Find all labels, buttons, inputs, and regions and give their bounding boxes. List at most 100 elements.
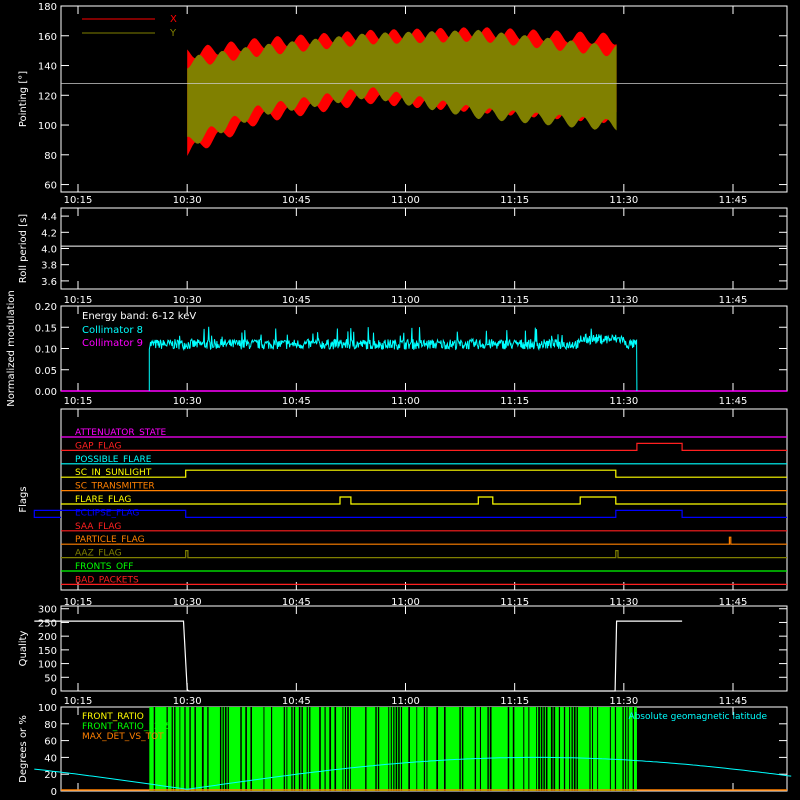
legend-collimator-9: Collimator 9: [82, 338, 143, 349]
legend-geomagnetic-latitude: Absolute geomagnetic latitude: [628, 712, 767, 722]
y-tick-label: 100: [38, 660, 57, 671]
y-tick-label: 0: [51, 687, 57, 698]
x-tick-label: 11:00: [391, 295, 420, 306]
y-tick-label: 0.10: [35, 345, 57, 356]
flag-label: ECLIPSE_FLAG: [75, 508, 139, 518]
y-tick-label: 3.6: [41, 277, 57, 288]
geomagnetic-latitude-series: [34, 756, 792, 790]
y-tick-label: 60: [44, 737, 57, 748]
y-tick-label: 100: [38, 121, 57, 132]
panel-2: 10:15 10:30 10:45 11:00 11:15 11:30 11:45 Roll …: [18, 207, 788, 306]
y-tick-label: 180: [38, 2, 57, 13]
x-tick-label: 11:00: [391, 195, 420, 206]
quality-series: [34, 620, 683, 692]
series-y-envelope: [187, 29, 617, 144]
y-axis-label: Flags: [18, 486, 29, 512]
flag-label: GAP_FLAG: [75, 441, 121, 451]
x-tick-label: 11:30: [609, 295, 638, 306]
y-tick-label: 80: [44, 720, 57, 731]
x-tick-label: 10:15: [64, 696, 93, 707]
x-tick-label: 11:30: [609, 696, 638, 707]
x-tick-label: 11:45: [719, 295, 748, 306]
panel-6: Degrees or % 0 20 40 60 80 100 FRONT_RATIOFRONT…: [18, 703, 792, 798]
flag-line-aaz-flag: [61, 550, 787, 559]
y-tick-label: 40: [44, 753, 57, 764]
x-tick-label: 11:15: [500, 396, 529, 407]
flag-label: FLARE_FLAG: [75, 495, 131, 505]
y-tick-label: 160: [38, 32, 57, 43]
y-tick-label: 4.2: [41, 228, 57, 239]
y-tick-label: 4.4: [41, 212, 57, 223]
x-tick-label: 11:15: [500, 195, 529, 206]
x-tick-label: 11:15: [500, 696, 529, 707]
y-tick-label: 150: [38, 646, 57, 657]
y-tick-label: 0.15: [35, 323, 57, 334]
x-tick-label: 10:30: [173, 696, 202, 707]
y-axis-label: Quality: [18, 631, 29, 667]
front-ratio-fill: [149, 707, 637, 791]
panel-5: 10:15 10:30 10:45 11:00 11:15 11:30 11:45 Quali…: [18, 605, 788, 707]
y-tick-label: 0.05: [35, 366, 57, 377]
x-tick-label: 10:30: [173, 597, 202, 608]
x-tick-label: 10:15: [64, 195, 93, 206]
x-tick-label: 10:45: [282, 195, 311, 206]
x-tick-label: 11:30: [609, 597, 638, 608]
panel-frame: [60, 5, 788, 193]
x-tick-label: 11:45: [719, 396, 748, 407]
legend-y-label: Y: [169, 28, 177, 39]
panel-1: 10:15 10:30 10:45 11:00 11:15 11:30 11:45 Point…: [18, 2, 788, 206]
x-tick-label: 11:00: [391, 597, 420, 608]
y-axis-label: Normalized modulation: [6, 290, 17, 407]
panel-3: 10:15 10:30 10:45 11:00 11:15 11:30 11:45 Norma…: [6, 290, 788, 407]
x-tick-label: 10:45: [282, 396, 311, 407]
flag-label: SC_TRANSMITTER: [75, 482, 155, 492]
legend-front-ratio-1225: FRONT_RATIO_1225: [82, 722, 171, 732]
flag-label: ATTENUATOR_STATE: [75, 428, 167, 438]
flag-label: SAA_FLAG: [75, 522, 121, 532]
flag-line-flare-flag: [61, 496, 787, 505]
x-tick-label: 11:15: [500, 597, 529, 608]
legend-collimator-8: Collimator 8: [82, 325, 143, 336]
y-tick-label: 140: [38, 62, 57, 73]
x-tick-label: 10:15: [64, 396, 93, 407]
y-tick-label: 60: [44, 181, 57, 192]
flag-label: AAZ_FLAG: [75, 549, 122, 559]
flag-label: SC_IN_SUNLIGHT: [75, 468, 152, 478]
y-tick-label: 80: [44, 151, 57, 162]
y-axis-label: Degrees or %: [18, 715, 29, 783]
flag-label: POSSIBLE_FLARE: [75, 455, 152, 465]
x-tick-label: 11:45: [719, 696, 748, 707]
panel-frame: [60, 408, 788, 591]
x-tick-label: 11:45: [719, 597, 748, 608]
x-tick-label: 11:00: [391, 396, 420, 407]
x-tick-label: 10:45: [282, 295, 311, 306]
x-tick-label: 10:30: [173, 396, 202, 407]
x-tick-label: 10:30: [173, 295, 202, 306]
x-tick-label: 11:30: [609, 396, 638, 407]
collimator-8-series: [148, 326, 638, 392]
y-tick-label: 0: [51, 787, 57, 798]
flag-line-eclipse-flag: [33, 509, 787, 518]
y-axis-label: Pointing [°]: [18, 71, 29, 127]
flag-label: FRONTS_OFF: [75, 562, 133, 572]
flag-line-particle-flag: [61, 536, 787, 545]
x-tick-label: 10:45: [282, 696, 311, 707]
flag-label: BAD_PACKETS: [75, 575, 139, 585]
y-tick-label: 100: [38, 703, 57, 714]
flag-line-gap-flag: [61, 442, 787, 451]
legend-x-label: X: [170, 14, 177, 25]
x-tick-label: 10:15: [64, 295, 93, 306]
y-tick-label: 120: [38, 91, 57, 102]
flag-line-sc-in-sunlight: [61, 469, 787, 478]
legend-max-det-vs-tot: MAX_DET_VS_TOT: [82, 732, 164, 742]
y-tick-label: 0.00: [35, 387, 57, 398]
x-tick-label: 11:45: [719, 195, 748, 206]
y-tick-label: 0.20: [35, 302, 57, 313]
y-axis-label: Roll period [s]: [18, 214, 29, 283]
y-tick-label: 200: [38, 632, 57, 643]
y-tick-label: 4.0: [41, 245, 57, 256]
y-tick-label: 50: [44, 673, 57, 684]
x-tick-label: 11:15: [500, 295, 529, 306]
x-tick-label: 11:00: [391, 696, 420, 707]
